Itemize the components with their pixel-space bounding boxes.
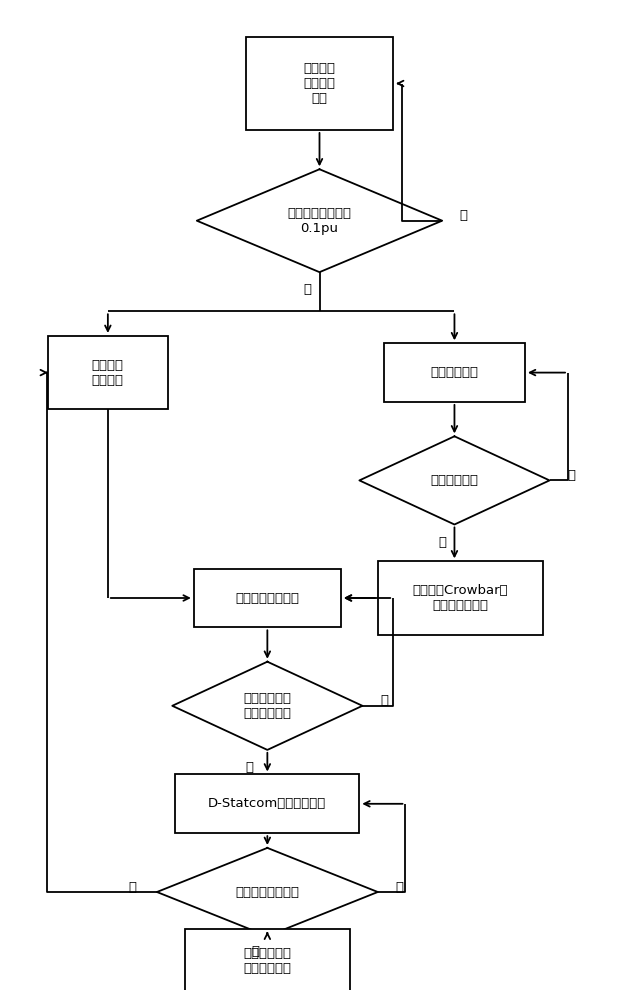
- Text: 是: 是: [304, 283, 311, 296]
- Text: 机端电压是否低于
0.1pu: 机端电压是否低于 0.1pu: [288, 207, 351, 235]
- Text: 否: 否: [396, 881, 403, 894]
- Text: D-Statcom无功补偿控制: D-Statcom无功补偿控制: [208, 797, 327, 810]
- Text: 是: 是: [245, 761, 253, 774]
- Text: 否: 否: [459, 209, 468, 222]
- Text: 动态有源Crowbar硬
件保护电路投入: 动态有源Crowbar硬 件保护电路投入: [413, 584, 509, 612]
- FancyBboxPatch shape: [384, 343, 525, 402]
- Text: 转子是否过流: 转子是否过流: [431, 474, 479, 487]
- Text: 否: 否: [380, 694, 388, 707]
- FancyBboxPatch shape: [194, 569, 341, 627]
- Text: 否: 否: [128, 881, 136, 894]
- Polygon shape: [157, 848, 378, 936]
- FancyBboxPatch shape: [185, 929, 350, 992]
- Polygon shape: [197, 169, 442, 272]
- Text: 检测转子电流: 检测转子电流: [431, 366, 479, 379]
- Text: 机端电压是否恢复: 机端电压是否恢复: [235, 886, 299, 898]
- Text: 是: 是: [438, 536, 446, 549]
- Text: 磁链有源衰减控制: 磁链有源衰减控制: [235, 591, 299, 604]
- Text: 双馈风机
机端电压
检测: 双馈风机 机端电压 检测: [304, 62, 335, 105]
- Polygon shape: [359, 436, 550, 524]
- FancyBboxPatch shape: [175, 774, 359, 833]
- Text: 定子磁链是否
衰减至设定值: 定子磁链是否 衰减至设定值: [243, 692, 291, 720]
- Polygon shape: [173, 662, 362, 750]
- FancyBboxPatch shape: [48, 336, 167, 409]
- Text: 否: 否: [567, 469, 575, 482]
- Text: 风机电压恢复
阶段控制策略: 风机电压恢复 阶段控制策略: [243, 947, 291, 975]
- FancyBboxPatch shape: [378, 561, 543, 635]
- Text: 快速紧急
变桨控制: 快速紧急 变桨控制: [92, 359, 124, 387]
- FancyBboxPatch shape: [246, 37, 393, 130]
- Text: 是: 是: [251, 945, 259, 958]
